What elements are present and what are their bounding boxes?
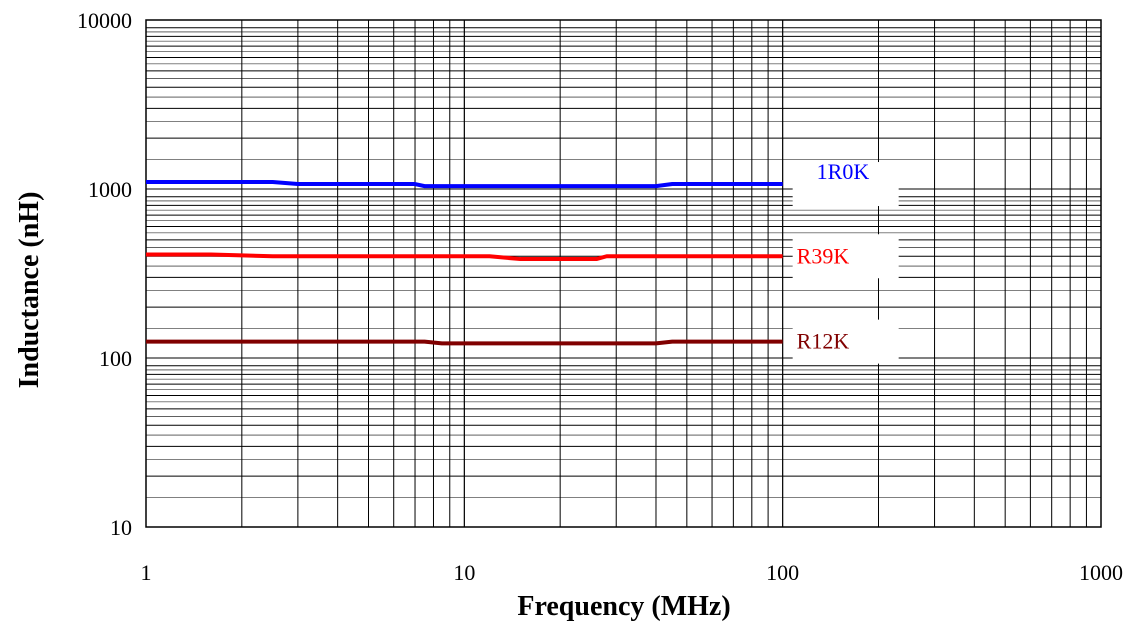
grid xyxy=(145,19,1102,528)
series-labels: 1R0K R39K R12K xyxy=(792,159,899,364)
x-tick-label: 1 xyxy=(141,560,152,585)
series-label-box xyxy=(792,234,899,279)
x-tick-label: 1000 xyxy=(1079,560,1123,585)
series-label-box xyxy=(792,319,899,364)
series-line xyxy=(146,180,783,189)
y-axis-title: Inductance (nH) xyxy=(14,192,45,389)
series-line xyxy=(146,339,783,346)
series-label-box xyxy=(792,162,899,207)
y-tick-label: 10000 xyxy=(77,8,132,33)
series-label: R39K xyxy=(797,243,850,268)
series-label: 1R0K xyxy=(817,159,870,184)
x-tick-label: 10 xyxy=(453,560,475,585)
series-line xyxy=(146,252,783,262)
y-tick-label: 100 xyxy=(99,346,132,371)
plot-frame xyxy=(145,19,1102,528)
x-tick-label: 100 xyxy=(766,560,799,585)
tick-labels: 1 10 100 1000 10 100 1000 10000 xyxy=(77,8,1123,585)
y-tick-label: 1000 xyxy=(88,177,132,202)
x-axis-title: Frequency (MHz) xyxy=(517,591,730,622)
y-tick-label: 10 xyxy=(110,515,132,540)
series-lines xyxy=(146,180,783,346)
series-label: R12K xyxy=(797,329,850,354)
